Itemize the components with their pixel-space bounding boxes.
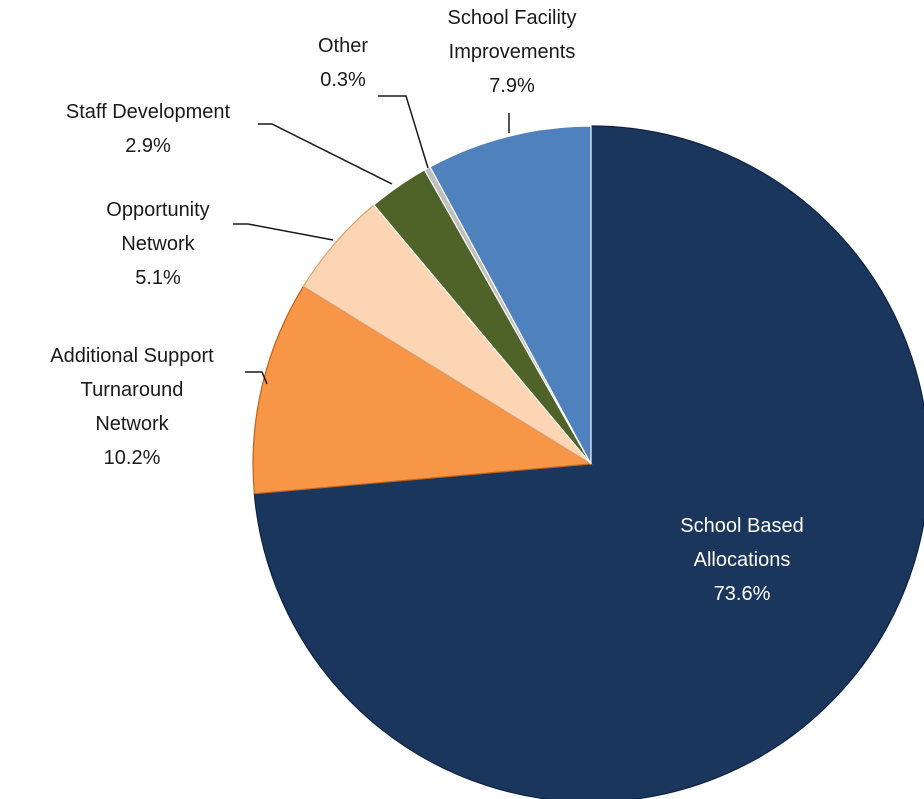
slice-name-line: Opportunity [106, 199, 209, 221]
slice-percent-staff: 2.9% [125, 135, 171, 157]
pie-slices [252, 125, 924, 799]
leader-line-opp [233, 223, 334, 241]
slice-percent-opp: 5.1% [135, 267, 181, 289]
slice-label-other: Other 0.3% [318, 35, 368, 91]
slice-labels: School Based Allocations 73.6% Additional S… [50, 7, 803, 605]
leader-lines [233, 95, 510, 385]
slice-label-ast: Additional Support Turnaround Network 10.2% [50, 345, 214, 469]
pie-slice-sfi [429, 125, 592, 465]
slice-percent-sfi: 7.9% [489, 75, 535, 97]
slice-label-opp: Opportunity Network 5.1% [106, 199, 209, 289]
slice-label-staff: Staff Development 2.9% [66, 101, 231, 157]
slice-name-line: Staff Development [66, 101, 231, 123]
slice-name-line: Allocations [694, 549, 791, 571]
slice-name-line: Improvements [449, 41, 576, 63]
slice-percent-other: 0.3% [320, 69, 366, 91]
pie-slice-sba [253, 125, 924, 799]
slice-label-sfi: School Facility Improvements 7.9% [448, 7, 577, 97]
pie-slice-ast [252, 285, 593, 495]
slice-label-sba: School Based Allocations 73.6% [680, 515, 803, 605]
slice-name-line: Other [318, 35, 368, 57]
leader-line-other [378, 95, 429, 169]
slice-percent-sba: 73.6% [714, 583, 771, 605]
slice-name-line: School Facility [448, 7, 577, 29]
slice-name-line: Network [121, 233, 195, 255]
slice-percent-ast: 10.2% [104, 447, 161, 469]
slice-name-line: Additional Support [50, 345, 214, 367]
leader-line-staff [258, 123, 393, 185]
leader-line-ast [245, 371, 268, 385]
slice-name-line: School Based [680, 515, 803, 537]
slice-name-line: Turnaround [81, 379, 184, 401]
slice-name-line: Network [95, 413, 169, 435]
